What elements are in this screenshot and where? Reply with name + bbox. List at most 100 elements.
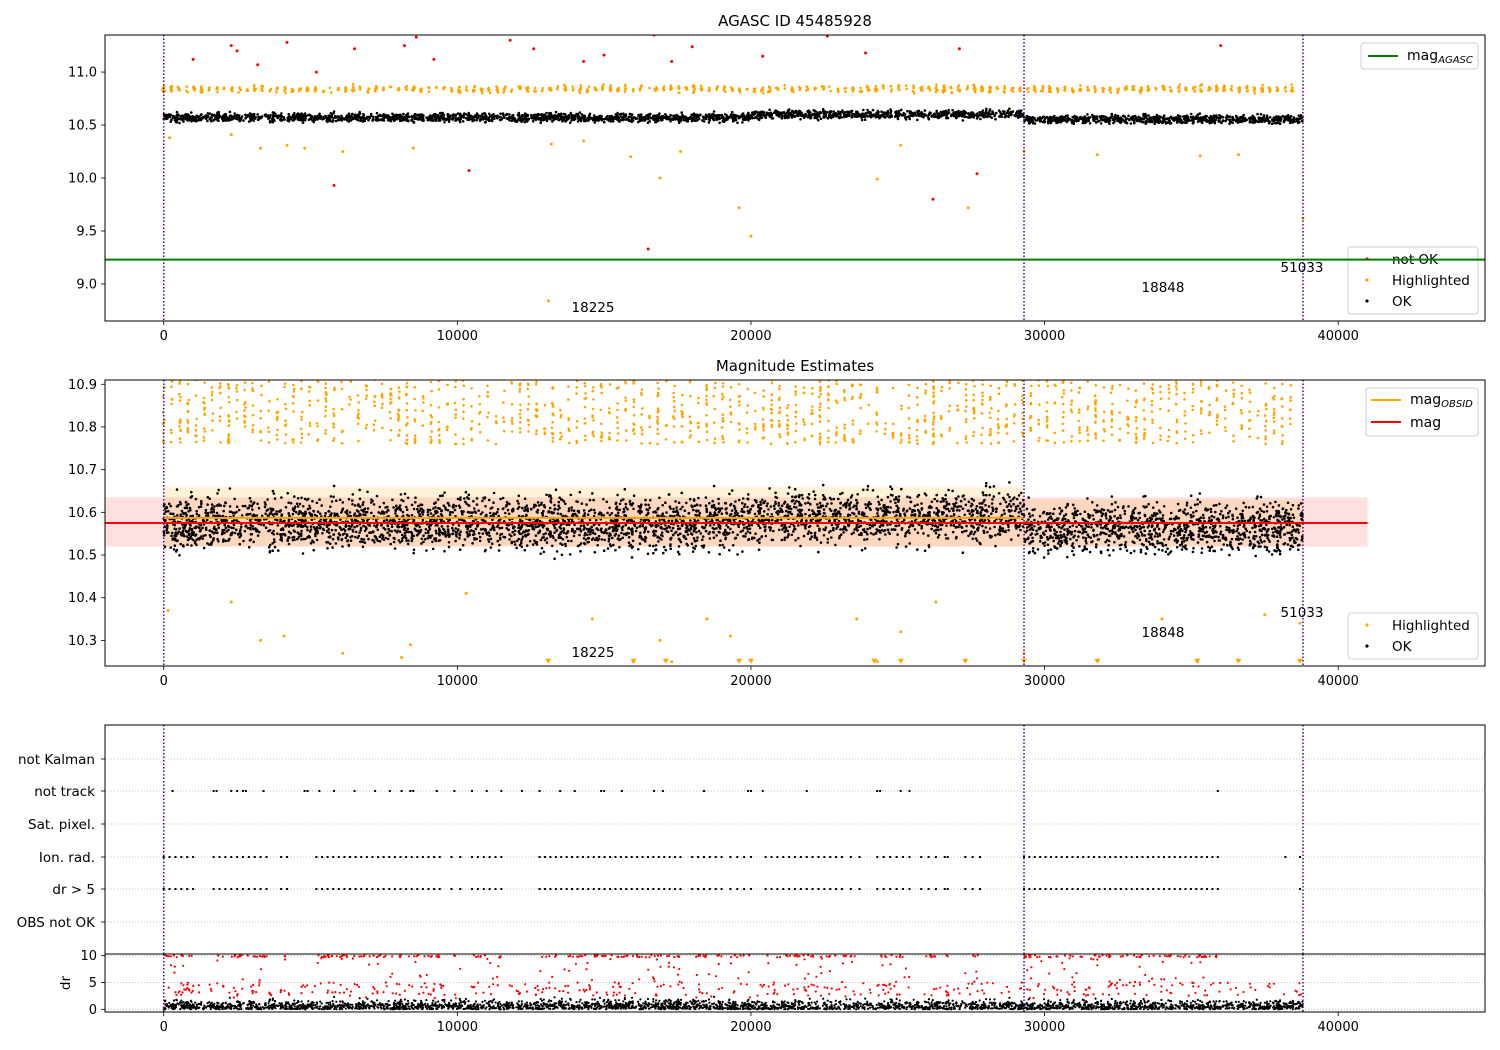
ok-point-2443 bbox=[657, 116, 660, 120]
highlighted-point-501 bbox=[571, 85, 574, 88]
highlighted-streak-873 bbox=[1280, 442, 1284, 446]
ok-point-2359 bbox=[786, 116, 789, 120]
highlighted-streak-957 bbox=[599, 384, 603, 388]
ok-point-2219 bbox=[332, 110, 336, 113]
ok-point-2773 bbox=[976, 112, 979, 115]
ok-point-2080 bbox=[848, 111, 851, 114]
ok-point-2477 bbox=[1038, 116, 1042, 119]
highlighted-streak-656 bbox=[405, 434, 409, 437]
ok-point-351 bbox=[1147, 114, 1150, 117]
ok-point-2439 bbox=[1208, 118, 1212, 121]
highlighted-streak-720 bbox=[1045, 424, 1049, 427]
ok-point-2972 bbox=[1132, 115, 1135, 118]
ok-point-2796 bbox=[1187, 119, 1191, 122]
highlighted-streak-429 bbox=[1093, 394, 1097, 398]
ok-point-2928 bbox=[489, 115, 493, 118]
highlighted-point-728 bbox=[450, 89, 453, 93]
ok-point-1579 bbox=[1081, 116, 1085, 120]
ok-point-1077 bbox=[531, 119, 535, 123]
ok-point-1806 bbox=[827, 115, 831, 119]
highlighted-streak-470 bbox=[510, 430, 514, 433]
ok-point-2843 bbox=[1085, 117, 1089, 121]
ok-point-1164 bbox=[302, 119, 305, 122]
ok-point-2658 bbox=[799, 113, 803, 116]
highlighted-point-700 bbox=[1223, 84, 1226, 87]
ok-point-2901 bbox=[1224, 116, 1228, 119]
ok-point-1698 bbox=[826, 111, 829, 114]
ok-point-418 bbox=[580, 113, 584, 116]
ok-point-2731 bbox=[461, 120, 465, 123]
highlighted-point-556 bbox=[1200, 83, 1204, 86]
highlighted-point-842 bbox=[935, 88, 939, 91]
ok-point-578 bbox=[523, 120, 527, 124]
ok-point-2747 bbox=[740, 114, 743, 117]
highlighted-point-837 bbox=[1199, 90, 1203, 93]
ok-point-2347 bbox=[1114, 113, 1117, 117]
highlighted-streak-936 bbox=[178, 392, 181, 396]
ok-point-2890 bbox=[460, 114, 464, 118]
y-tick-label-1-2: 10.0 bbox=[68, 172, 97, 187]
ok-point-2711 bbox=[760, 116, 764, 119]
highlighted-point-731 bbox=[724, 90, 727, 93]
ok-point-1815 bbox=[438, 111, 442, 115]
highlighted-point-399 bbox=[889, 84, 893, 88]
panel2-plot bbox=[105, 380, 1368, 664]
ok-point-2825 bbox=[524, 118, 528, 122]
ok-point-2197 bbox=[1036, 119, 1039, 122]
highlighted-point-342 bbox=[874, 85, 878, 88]
highlighted-streak-96 bbox=[502, 420, 506, 423]
highlighted-streak-234 bbox=[827, 429, 830, 433]
highlighted-streak-725 bbox=[243, 402, 246, 406]
highlighted-point-896 bbox=[1244, 86, 1248, 90]
ok-point-1465 bbox=[212, 119, 215, 122]
highlighted-streak-364 bbox=[251, 389, 255, 393]
highlighted-streak-290 bbox=[932, 380, 935, 383]
ok-point-1487 bbox=[1155, 113, 1159, 117]
ok-point-2588 bbox=[1125, 117, 1129, 120]
highlighted-streak-591 bbox=[584, 434, 587, 438]
highlighted-streak-2 bbox=[372, 423, 376, 427]
highlighted-streak-745 bbox=[1240, 384, 1243, 388]
highlighted-streak-970 bbox=[681, 441, 684, 444]
highlighted-outlier-12 bbox=[679, 150, 682, 153]
ok-point-2847 bbox=[760, 113, 764, 117]
highlighted-streak-609 bbox=[462, 384, 466, 388]
not-ok-point-18 bbox=[670, 60, 674, 63]
ok-point-2536 bbox=[957, 111, 960, 115]
ok-point-1404 bbox=[942, 110, 945, 113]
highlighted-streak-832 bbox=[770, 411, 773, 415]
highlighted-streak-552 bbox=[1223, 426, 1227, 429]
highlighted-point-201 bbox=[405, 88, 409, 91]
ok-point-856 bbox=[434, 118, 438, 122]
ok-point-2857 bbox=[570, 114, 574, 117]
highlighted-streak-675 bbox=[624, 396, 627, 400]
ok-point-2698 bbox=[731, 120, 735, 123]
highlighted-streak-956 bbox=[1199, 407, 1203, 410]
highlighted-streak-918 bbox=[1078, 426, 1081, 429]
highlighted-point-800 bbox=[1102, 87, 1106, 91]
ok-point-1667 bbox=[303, 112, 307, 115]
ok-point-1991 bbox=[721, 120, 724, 123]
ok-point-1967 bbox=[249, 117, 252, 120]
ok-point-1685 bbox=[817, 119, 820, 122]
highlighted-point-756 bbox=[1063, 89, 1066, 92]
highlighted-streak-498 bbox=[356, 414, 360, 418]
highlighted-streak-672 bbox=[640, 442, 643, 445]
ok-point-2911 bbox=[410, 115, 414, 119]
highlighted-streak-390 bbox=[689, 429, 692, 433]
ok-point-2988 bbox=[747, 111, 750, 115]
highlighted-streak-211 bbox=[1045, 419, 1049, 423]
highlighted-streak-56 bbox=[575, 426, 579, 429]
highlighted-point-763 bbox=[435, 86, 439, 89]
ok-point-2676 bbox=[522, 117, 525, 121]
flag-label-sat-pixel: Sat. pixel. bbox=[28, 817, 95, 833]
highlighted-streak-894 bbox=[1175, 431, 1179, 435]
highlighted-streak-438 bbox=[672, 415, 675, 418]
ok-point-1654 bbox=[917, 114, 921, 118]
ok-point-2985 bbox=[545, 115, 549, 118]
ok-point-1914 bbox=[559, 117, 562, 121]
ok-point-2226 bbox=[759, 111, 763, 114]
ok-point-1555 bbox=[402, 112, 405, 116]
highlighted-streak-162 bbox=[396, 412, 400, 416]
highlighted-streak-887 bbox=[972, 398, 975, 402]
